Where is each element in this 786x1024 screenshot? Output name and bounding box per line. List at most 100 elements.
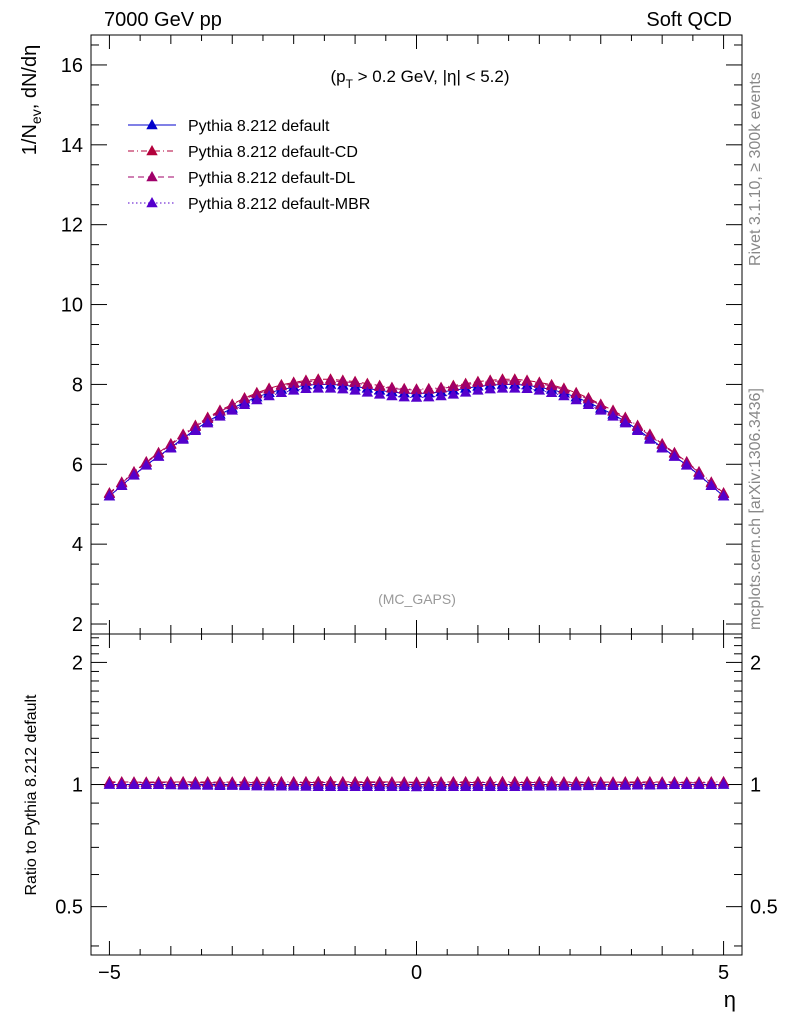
data-point [631,424,644,435]
data-point [582,393,595,404]
data-point [312,382,324,393]
x-tick-label: 0 [411,962,422,984]
data-point [521,382,533,394]
data-point [496,382,509,393]
data-point [238,393,251,404]
ratio-point [681,778,693,790]
data-point [275,380,288,391]
data-point [558,389,570,401]
data-point [373,388,386,399]
y-tick-label: 14 [61,135,83,157]
data-point [189,424,202,435]
data-point [410,391,423,402]
data-point [324,382,337,393]
ratio-point [423,780,435,792]
data-point [656,442,668,453]
legend-marker [146,171,158,182]
ratio-series-3 [103,778,730,792]
data-point [238,398,251,409]
data-point [263,383,275,394]
data-point [423,383,435,394]
y-tick-label: 2 [72,614,83,636]
watermark: (MC_GAPS) [378,591,456,607]
ratio-point [509,780,521,791]
x-tick-label: −5 [98,962,121,984]
data-point [533,384,546,395]
ratio-y-tick-label: 0.5 [55,897,83,919]
ratio-point [263,780,275,791]
ratio-y-axis-label: Ratio to Pythia 8.212 default [23,694,40,896]
legend-marker [146,119,158,130]
data-point [435,382,447,393]
data-point [447,380,460,392]
data-point [300,382,312,394]
legend-marker [146,145,158,156]
ratio-point [607,779,619,790]
data-point [177,433,189,444]
data-point [251,393,263,405]
data-point [312,374,324,386]
ratio-point [300,780,312,791]
ratio-point [496,780,509,791]
legend-label: Pythia 8.212 default-MBR [188,196,370,213]
data-point [681,459,693,470]
ratio-point [472,780,484,791]
data-point [214,410,226,421]
data-point [582,398,595,409]
ratio-point [545,780,558,791]
ratio-point [410,781,423,792]
data-point [484,383,496,394]
ratio-point [238,779,251,791]
ratio-point [644,779,656,790]
data-point [116,479,128,491]
data-point [693,469,705,480]
data-point [226,404,238,415]
data-point [386,389,398,401]
data-point [398,391,410,402]
data-point [521,375,533,386]
legend: Pythia 8.212 default Pythia 8.212 default… [128,118,370,213]
data-point [140,459,152,470]
ratio-point [533,780,546,791]
ratio-point [324,780,337,791]
data-point [595,399,607,410]
data-point [447,388,460,399]
ratio-point [373,780,386,791]
x-axis-label: η [724,987,736,1012]
ratio-point [312,780,324,791]
series-line [109,387,724,497]
ratio-point [595,779,607,790]
ratio-point [521,780,533,791]
ratio-point [668,778,681,790]
ratio-point [128,778,140,790]
legend-label: Pythia 8.212 default-DL [188,170,355,187]
data-point [361,386,374,397]
data-point [349,376,361,388]
ratio-point [386,780,398,792]
mcplots-note: mcplots.cern.ch [arXiv:1306.3436] [747,388,764,630]
data-point [595,404,607,415]
series-3 [103,382,730,501]
ratio-y-tick-label-right: 0.5 [750,897,778,919]
ratio-point [116,778,128,790]
ratio-point [631,779,644,790]
data-point [668,450,681,461]
y-tick-label: 10 [61,295,83,317]
ratio-point [435,780,447,792]
ratio-point [152,778,165,790]
ratio-y-tick-label: 2 [72,652,83,674]
ratio-point [103,778,116,789]
ratio-point [349,780,361,791]
data-point [607,410,619,421]
data-point [410,384,423,395]
data-point [509,374,521,386]
data-point [423,391,435,402]
ratio-point [582,779,595,791]
data-point [435,389,447,401]
data-point [717,490,730,501]
data-point [201,417,214,428]
ratio-point [447,780,460,791]
ratio-point [619,779,632,790]
data-point [398,383,410,394]
